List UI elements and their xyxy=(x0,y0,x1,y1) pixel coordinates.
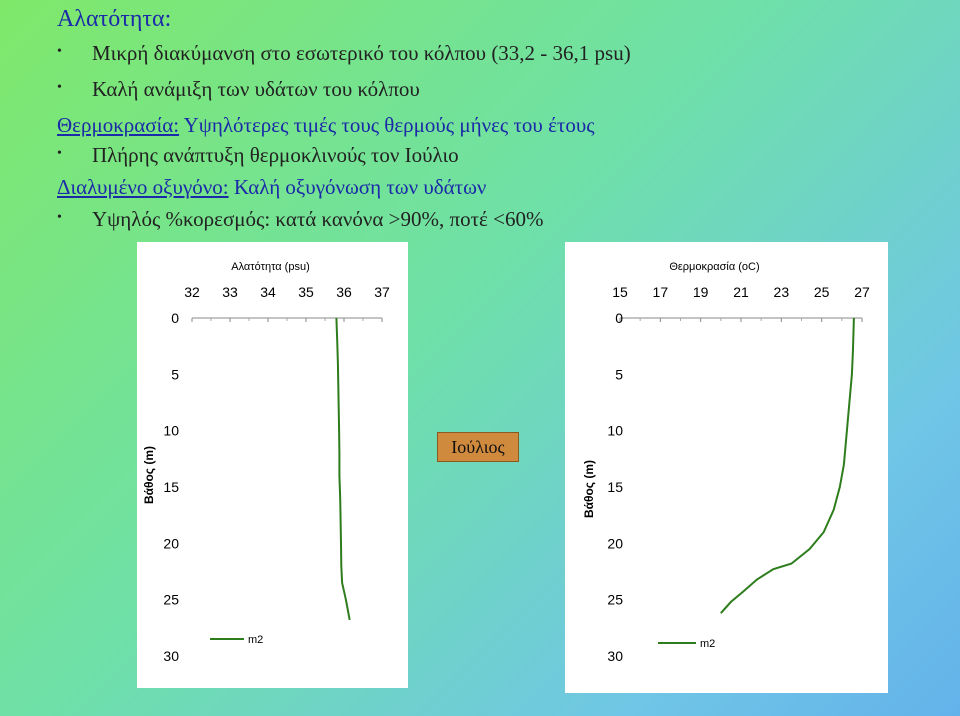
y-tick-label: 25 xyxy=(607,592,623,608)
salinity-chart: Αλατότητα (psu) 32 33 34 35 36 37 0 5 10 15 20 25 30 Β… xyxy=(142,261,390,664)
legend-label: m2 xyxy=(700,638,715,650)
y-tick-label: 15 xyxy=(607,479,623,495)
slide-title: Αλατότητα: xyxy=(57,6,172,32)
bullet-icon: • xyxy=(57,80,62,95)
chart-title: Αλατότητα (psu) xyxy=(231,261,309,273)
y-tick-label: 30 xyxy=(607,648,623,664)
bullet-icon: • xyxy=(57,146,62,161)
month-label-box: Ιούλιος xyxy=(437,432,519,462)
salinity-chart-panel: Αλατότητα (psu) 32 33 34 35 36 37 0 5 10 15 20 25 30 Β… xyxy=(137,242,408,688)
heading-text: Υψηλότερες τιμές τους θερμούς μήνες του … xyxy=(179,113,595,137)
x-tick-label: 17 xyxy=(653,284,669,300)
y-tick-label: 5 xyxy=(171,366,179,382)
legend-label: m2 xyxy=(248,634,263,646)
series-line xyxy=(720,317,855,614)
x-tick-label: 37 xyxy=(374,284,390,300)
y-tick-label: 0 xyxy=(171,310,179,326)
y-tick-label: 10 xyxy=(607,423,623,439)
x-tick-label: 15 xyxy=(612,284,628,300)
x-tick-label: 35 xyxy=(298,284,314,300)
bullet-text: Πλήρης ανάπτυξη θερμοκλινούς τον Ιούλιο xyxy=(92,143,459,167)
heading-label: Διαλυμένο οξυγόνο: xyxy=(57,175,229,199)
bullet-text: Υψηλός %κορεσμός: κατά κανόνα >90%, ποτέ… xyxy=(92,207,544,231)
x-tick-label: 27 xyxy=(854,284,870,300)
x-tick-label: 32 xyxy=(184,284,200,300)
bullet-icon: • xyxy=(57,44,62,59)
x-tick-label: 34 xyxy=(260,284,276,300)
temperature-chart-panel: Θερμοκρασία (oC) 15 17 19 21 23 25 27 0 5 10 15 20 25… xyxy=(565,242,888,693)
y-tick-label: 10 xyxy=(163,423,179,439)
x-tick-label: 25 xyxy=(814,284,830,300)
temperature-chart: Θερμοκρασία (oC) 15 17 19 21 23 25 27 0 5 10 15 20 25… xyxy=(582,261,870,664)
x-tick-label: 36 xyxy=(336,284,352,300)
y-tick-label: 0 xyxy=(615,310,623,326)
x-tick-label: 21 xyxy=(733,284,749,300)
y-tick-label: 30 xyxy=(163,648,179,664)
y-tick-label: 20 xyxy=(607,535,623,551)
bullet-text: Μικρή διακύμανση στο εσωτερικό του κόλπο… xyxy=(92,41,631,65)
y-tick-label: 5 xyxy=(615,366,623,382)
bullet-text: Καλή ανάμιξη των υδάτων του κόλπου xyxy=(92,77,420,101)
y-tick-label: 15 xyxy=(163,479,179,495)
heading-text: Καλή οξυγόνωση των υδάτων xyxy=(228,175,487,199)
y-axis-label: Βάθος (m) xyxy=(582,460,596,518)
x-tick-label: 19 xyxy=(693,284,709,300)
y-tick-label: 25 xyxy=(163,592,179,608)
y-tick-label: 20 xyxy=(163,535,179,551)
x-tick-label: 23 xyxy=(774,284,790,300)
heading-label: Θερμοκρασία: xyxy=(57,113,180,137)
bullet-icon: • xyxy=(57,210,62,225)
y-axis-label: Βάθος (m) xyxy=(142,446,156,504)
series-line xyxy=(335,317,351,621)
x-tick-label: 33 xyxy=(222,284,238,300)
chart-title: Θερμοκρασία (oC) xyxy=(669,261,759,273)
